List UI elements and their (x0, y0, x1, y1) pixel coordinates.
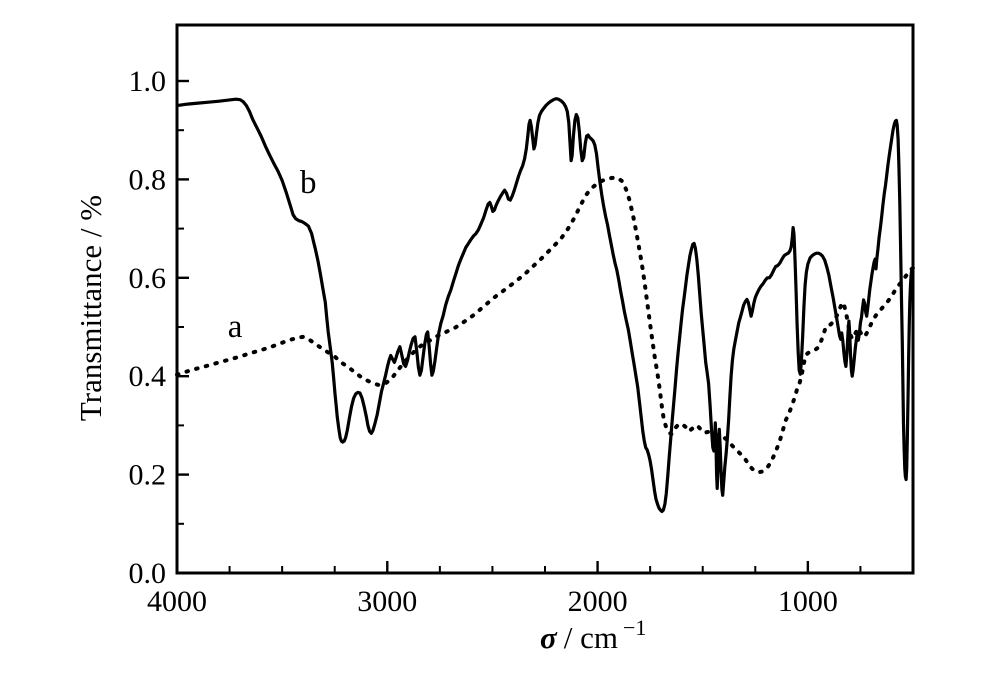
curve-label-b: b (300, 165, 317, 201)
axis-ticks (175, 79, 862, 575)
curve-label-a: a (228, 309, 243, 345)
x-tick-label: 2000 (568, 585, 628, 618)
x-tick-label: 4000 (147, 585, 207, 618)
y-tick-label: 0.6 (129, 262, 167, 295)
x-axis-title: σ / cm −1 (540, 615, 646, 655)
x-axis-title-sigma: σ (540, 620, 558, 655)
x-axis-title-superscript: −1 (623, 615, 646, 640)
y-axis-title: Transmittance / % (73, 195, 108, 421)
y-tick-label: 0.8 (129, 163, 167, 196)
y-tick-label: 0.0 (129, 557, 167, 590)
y-tick-label: 0.4 (129, 360, 167, 393)
curve-a (175, 175, 915, 475)
x-tick-label: 1000 (778, 585, 838, 618)
spectrum-curves (175, 97, 915, 514)
x-tick-label: 3000 (357, 585, 417, 618)
y-tick-label: 1.0 (129, 65, 167, 98)
curve-b (176, 97, 915, 514)
axis-tick-labels: 4000 3000 2000 1000 0.0 0.2 0.4 0.6 0.8 1.0 (129, 65, 838, 618)
y-tick-label: 0.2 (129, 459, 167, 492)
curve-annotations: ab (228, 165, 317, 345)
x-axis-title-unit: / cm (564, 620, 618, 655)
